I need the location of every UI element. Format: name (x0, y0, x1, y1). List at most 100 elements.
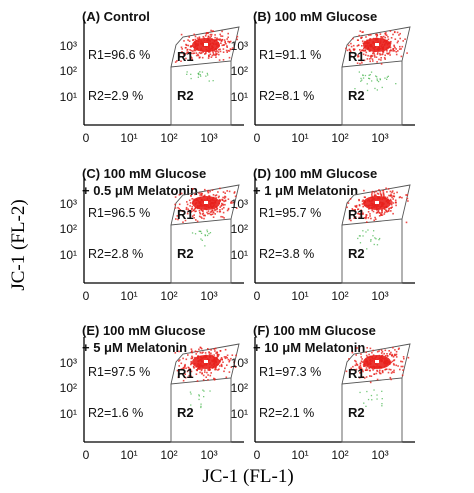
r1-dot (193, 208, 196, 210)
r1-dot (356, 62, 359, 64)
r1-dot (207, 212, 209, 215)
r1-dot (234, 195, 237, 198)
r1-dot (178, 365, 180, 367)
r1-dot (188, 199, 191, 202)
r1-dot (229, 40, 232, 43)
y-tick-label: 10² (231, 222, 248, 236)
r1-dot (391, 206, 393, 208)
y-tick-label: 10² (231, 64, 248, 78)
r1-dot (180, 46, 183, 49)
r2-dot (359, 242, 362, 244)
r2-dot (363, 402, 365, 404)
gate-r2-percent: R2=3.8 % (259, 247, 314, 261)
r1-dot (230, 357, 232, 360)
r1-dot (360, 353, 362, 355)
r1-dot (231, 202, 233, 204)
r1-dot (392, 346, 394, 349)
r1-dot (368, 353, 370, 356)
r2-dot (197, 76, 199, 78)
r1-dot (369, 381, 372, 384)
r1-dot (192, 50, 194, 52)
y-tick-label: 10¹ (231, 407, 248, 421)
r1-dot (357, 44, 360, 47)
r2-dot (381, 405, 383, 407)
r2-dot (200, 238, 202, 240)
r1-dot (224, 40, 226, 43)
r1-dot (361, 62, 363, 64)
r1-dot (234, 365, 236, 367)
r1-dot (381, 212, 383, 214)
r1-dot (387, 209, 390, 212)
r1-dot (357, 39, 359, 41)
r2-dot (200, 406, 202, 409)
r1-dot (213, 208, 216, 210)
r1-dot (362, 212, 364, 214)
r1-dot (350, 367, 352, 370)
r1-dot (396, 41, 399, 44)
r1-dot (193, 49, 196, 52)
r1-dot (194, 350, 197, 352)
r1-dot (350, 55, 352, 57)
r2-dot (395, 83, 397, 85)
r1-dot (380, 63, 383, 65)
r1-dot (361, 358, 363, 360)
r1-dot (399, 45, 401, 48)
r1-dot (222, 51, 225, 53)
r1-dot (379, 33, 382, 35)
gate-r2-percent: R2=2.8 % (88, 247, 143, 261)
r1-dot (367, 217, 370, 219)
r1-dot (360, 213, 363, 215)
r2-dot (364, 74, 367, 77)
r1-dot (399, 37, 401, 40)
x-tick-label: 10¹ (120, 289, 137, 303)
r1-dot (379, 191, 382, 193)
r1-dot (219, 365, 221, 367)
r1-dot (226, 209, 229, 212)
r1-dot (407, 356, 410, 359)
r1-dot (222, 199, 224, 202)
r1-dot (199, 56, 201, 59)
r1-dot (388, 52, 391, 54)
r2-dot (368, 74, 370, 76)
r2-dot (362, 77, 365, 79)
gate-r2 (341, 378, 403, 443)
r2-dot (381, 86, 383, 89)
r1-dot (398, 48, 401, 50)
r1-dot (190, 362, 193, 365)
r1-dot (376, 34, 379, 36)
r1-dot (190, 194, 192, 197)
x-tick-label: 0 (254, 289, 261, 303)
r1-dot (352, 37, 354, 40)
r1-dot (184, 376, 187, 379)
x-tick-label: 10³ (371, 289, 388, 303)
r1-dot (383, 194, 385, 196)
r2-dot (207, 74, 209, 76)
r2-dot (371, 80, 373, 82)
r1-dot (397, 50, 399, 52)
r1-dot (400, 48, 402, 50)
r1-dot (218, 195, 220, 198)
r1-dot (207, 35, 210, 38)
r2-dot (190, 404, 192, 406)
r1-dot (382, 51, 385, 53)
r1-dot (213, 50, 216, 52)
r1-dot (212, 30, 214, 32)
r1-core-highlight (375, 201, 379, 204)
r1-dot (214, 347, 217, 350)
r1-dot (396, 191, 398, 194)
r1-dot (366, 347, 368, 349)
r1-dot (193, 33, 195, 36)
x-tick-label: 10¹ (291, 289, 308, 303)
panel-title: + 0.5 μM Melatonin (82, 183, 198, 198)
r1-dot (372, 354, 375, 356)
r1-dot (376, 350, 379, 353)
r1-dot (376, 369, 378, 372)
r1-dot (208, 369, 210, 371)
r1-dot (399, 196, 401, 198)
r1-dot (209, 374, 212, 377)
r1-dot (206, 371, 208, 374)
r1-dot (391, 354, 393, 357)
r1-dot (385, 368, 388, 370)
r1-dot (384, 211, 386, 214)
r1-dot (214, 350, 216, 352)
